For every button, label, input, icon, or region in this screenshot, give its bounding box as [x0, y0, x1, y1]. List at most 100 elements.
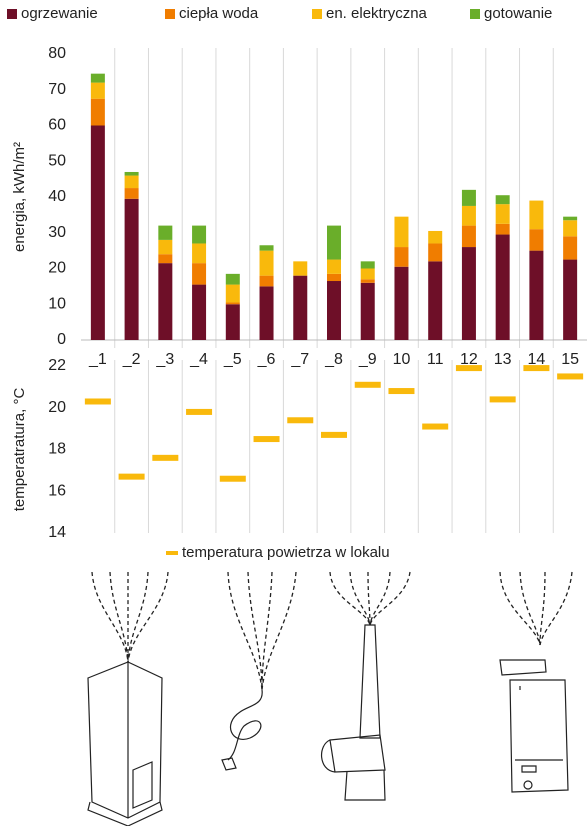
legend-swatch [470, 9, 480, 19]
legend-label: temperatura powietrza w lokalu [182, 544, 390, 561]
marker [422, 424, 448, 430]
y-tick-label: 10 [48, 295, 66, 312]
page: 01020304050607080energia, kWh/m²_1_2_3_4… [0, 0, 587, 826]
bar-segment [529, 251, 543, 340]
bar-segment [192, 263, 206, 284]
y-tick-label: 60 [48, 117, 66, 134]
bar-segment [226, 304, 240, 340]
bar-segment [462, 226, 476, 247]
bar-segment [496, 235, 510, 340]
bar-segment [91, 99, 105, 126]
bar-segment [462, 190, 476, 206]
marker [557, 373, 583, 379]
y-tick-label: 22 [48, 357, 66, 374]
bar-segment [327, 274, 341, 281]
bar-segment [462, 206, 476, 226]
bar-segment [361, 269, 375, 280]
y-tick-label: 80 [48, 45, 66, 62]
bar-segment [563, 220, 577, 236]
legend-swatch [165, 9, 175, 19]
marker [321, 432, 347, 438]
bar-segment [496, 224, 510, 235]
x-tick-label: _5 [223, 351, 242, 368]
legend-label: gotowanie [484, 5, 552, 22]
bar-segment [125, 172, 139, 176]
bar-segment [260, 245, 274, 250]
y-tick-label: 16 [48, 482, 66, 499]
bar-segment [226, 285, 240, 303]
legend-label: ciepła woda [179, 5, 259, 22]
bar-segment [260, 286, 274, 340]
y-axis-title: energia, kWh/m² [11, 142, 28, 252]
y-tick-label: 70 [48, 81, 66, 98]
bar-segment [91, 83, 105, 99]
y-tick-label: 50 [48, 152, 66, 169]
bar-segment [563, 236, 577, 259]
bar-segment [125, 176, 139, 189]
y-tick-label: 30 [48, 224, 66, 241]
y-tick-label: 0 [57, 331, 66, 348]
marker [388, 388, 414, 394]
bar-segment [226, 302, 240, 304]
bar-segment [192, 226, 206, 244]
y-tick-label: 20 [48, 260, 66, 277]
bar-segment [158, 226, 172, 240]
bar-segment [428, 231, 442, 244]
bar-segment [192, 243, 206, 263]
marker [355, 382, 381, 388]
bar-segment [361, 279, 375, 283]
bar-segment [428, 261, 442, 340]
legend-swatch [166, 551, 178, 555]
bar-segment [158, 254, 172, 263]
bar-segment [327, 226, 341, 260]
bar-segment [361, 283, 375, 340]
marker [490, 396, 516, 402]
marker [152, 455, 178, 461]
x-tick-label: 10 [393, 351, 411, 368]
x-tick-label: _6 [257, 351, 276, 368]
y-tick-label: 18 [48, 441, 66, 458]
bar-segment [394, 247, 408, 267]
bar-segment [260, 276, 274, 287]
x-tick-label: 11 [427, 351, 444, 368]
bar-segment [91, 74, 105, 83]
bar-segment [361, 261, 375, 268]
bar-segment [226, 274, 240, 285]
bar-segment [327, 260, 341, 274]
bar-segment [529, 229, 543, 250]
bar-segment [125, 199, 139, 340]
marker [287, 417, 313, 423]
x-tick-label: _3 [155, 351, 174, 368]
bar-segment [91, 126, 105, 341]
illustrations [88, 572, 572, 826]
marker [119, 474, 145, 480]
bar-segment [563, 260, 577, 340]
x-tick-label: _2 [122, 351, 141, 368]
bar-segment [260, 251, 274, 276]
x-tick-label: _8 [324, 351, 343, 368]
x-tick-label: _4 [189, 351, 208, 368]
marker [85, 398, 111, 404]
bar-segment [125, 188, 139, 199]
bar-segment [462, 247, 476, 340]
legend-label: en. elektryczna [326, 5, 428, 22]
x-tick-label: _7 [290, 351, 309, 368]
legend-swatch [312, 9, 322, 19]
bar-segment [496, 204, 510, 224]
bar-segment [158, 240, 172, 254]
bar-segment [293, 276, 307, 340]
marker [220, 476, 246, 482]
bar-segment [394, 217, 408, 247]
marker [523, 365, 549, 371]
bar-segment [496, 195, 510, 204]
bar-segment [293, 261, 307, 275]
bar-segment [394, 267, 408, 340]
x-tick-label: 13 [494, 351, 512, 368]
bar-segment [327, 281, 341, 340]
x-tick-label: 15 [561, 351, 579, 368]
bar-segment [563, 217, 577, 221]
y-tick-label: 20 [48, 399, 66, 416]
marker [254, 436, 280, 442]
legend-label: ogrzewanie [21, 5, 98, 22]
legend-swatch [7, 9, 17, 19]
